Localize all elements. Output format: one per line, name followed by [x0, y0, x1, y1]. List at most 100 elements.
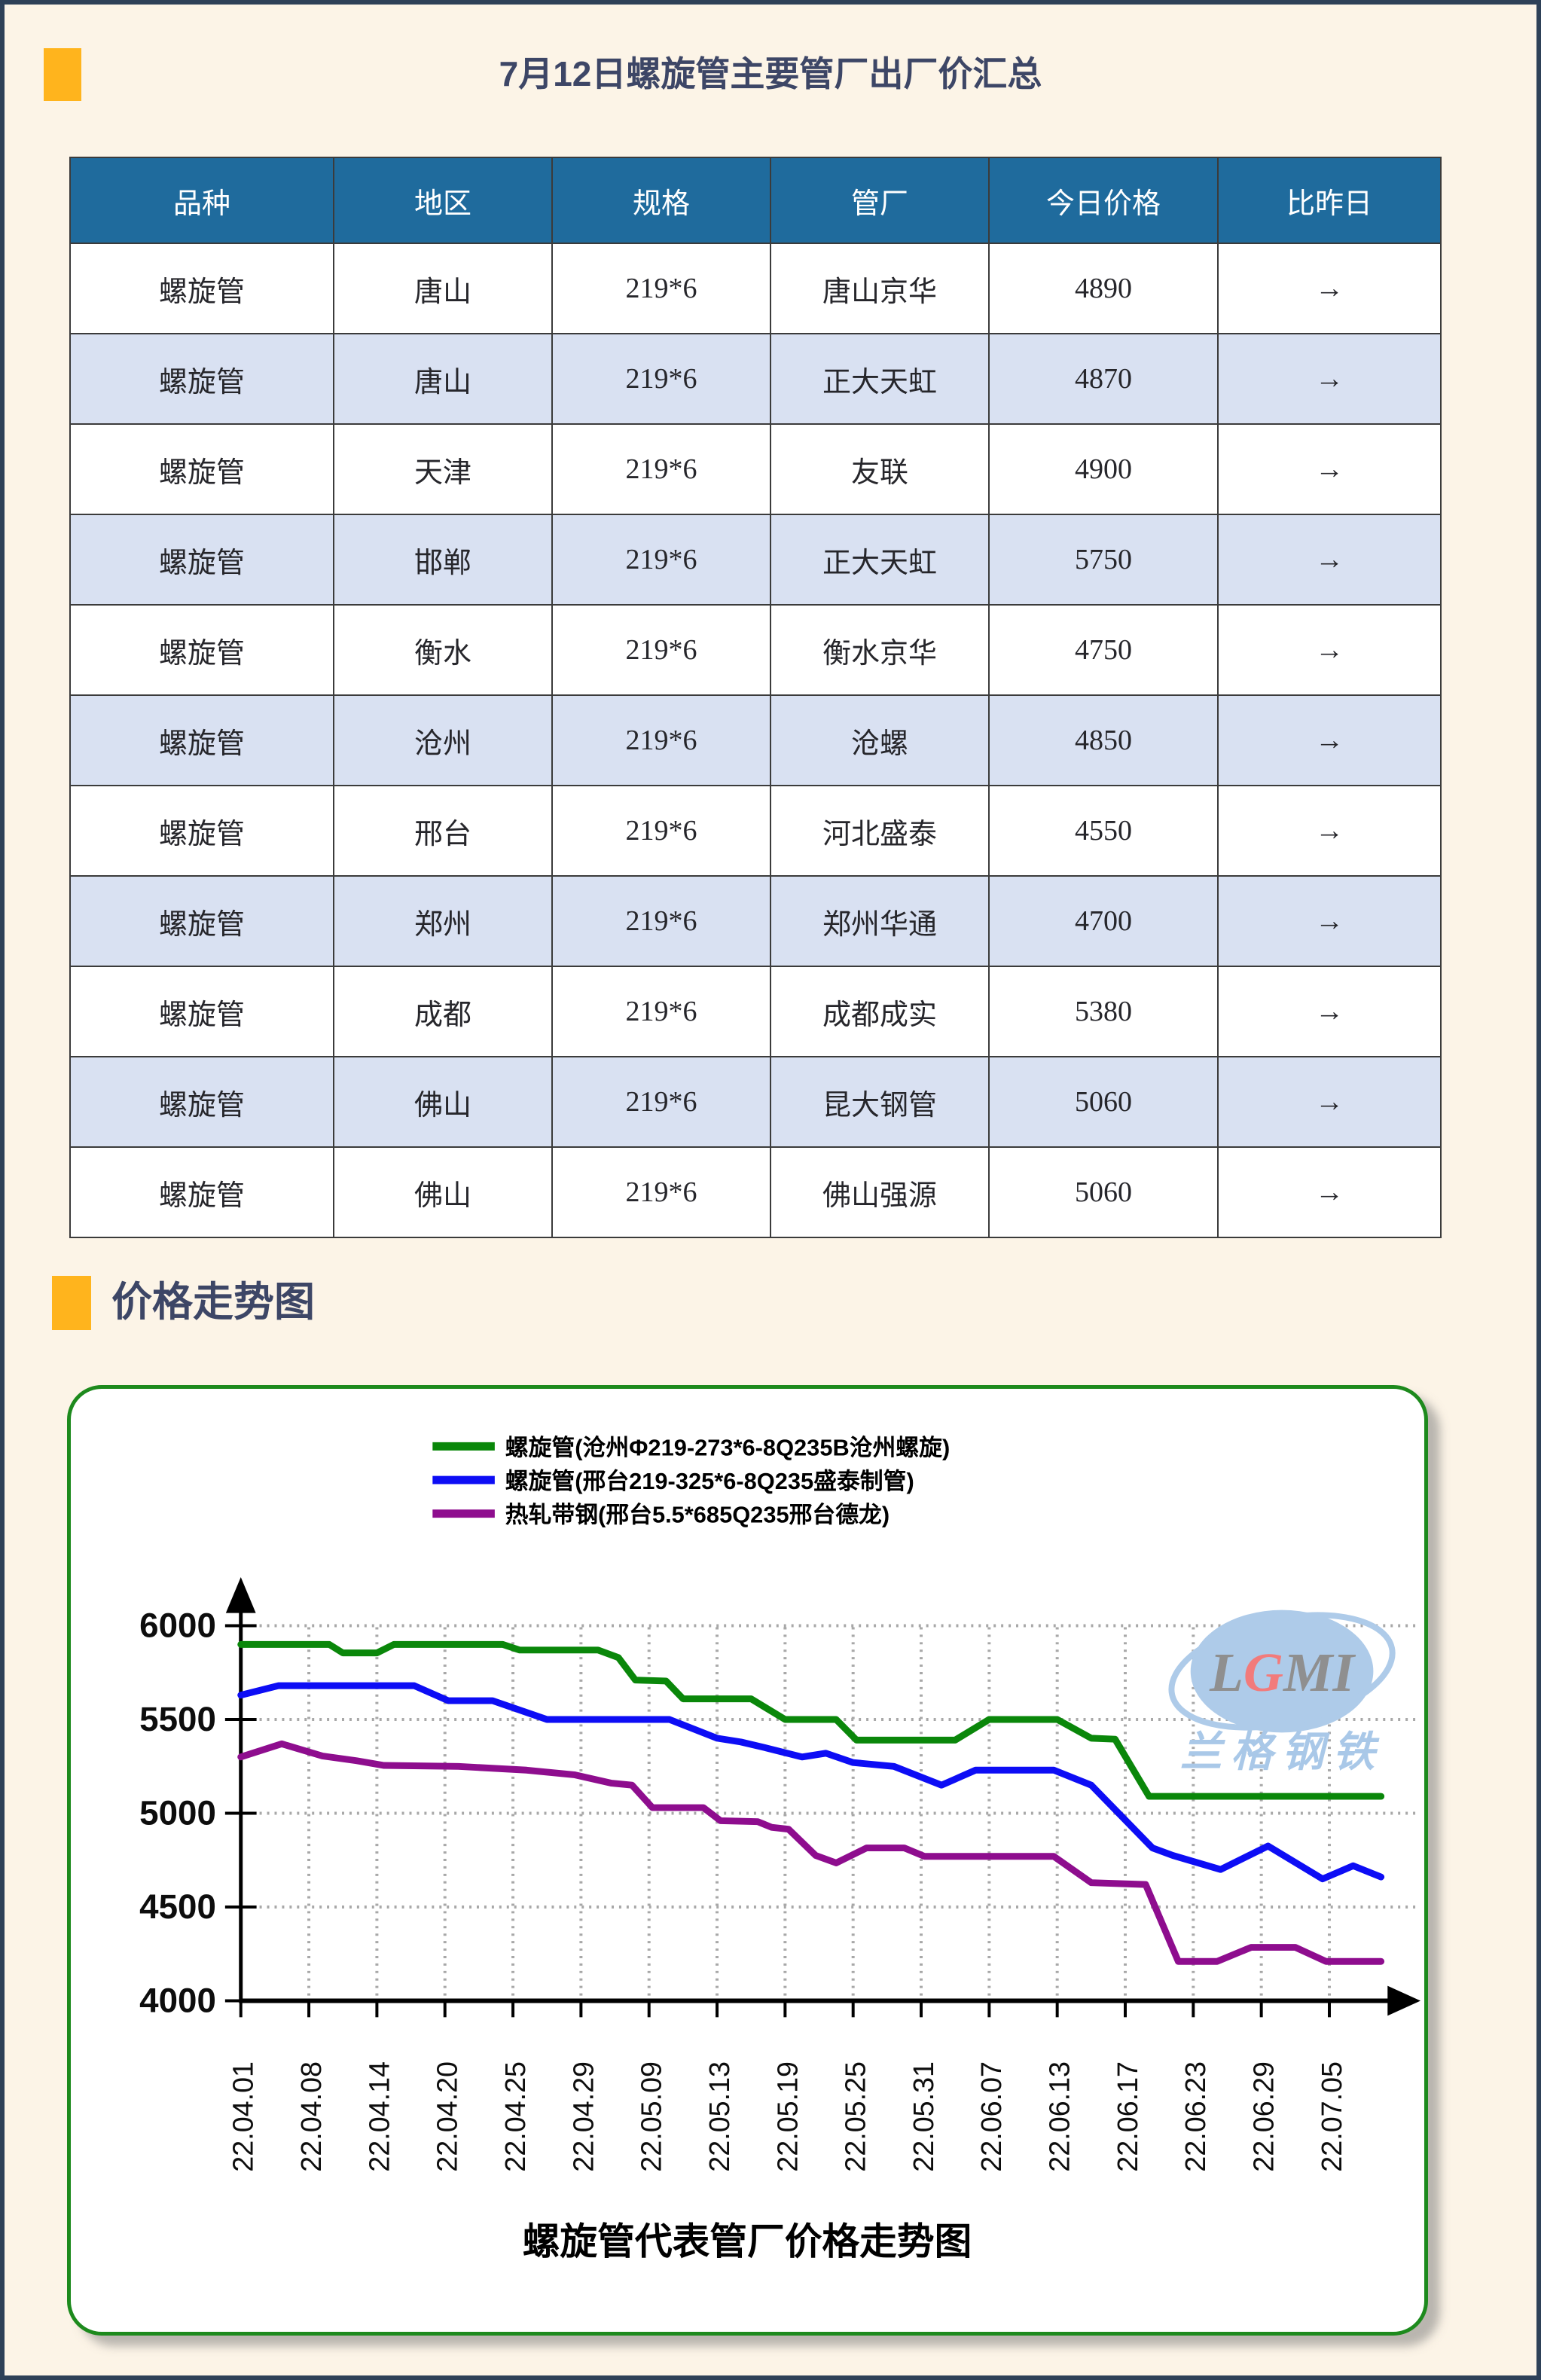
table-cell: 4850 — [988, 694, 1219, 786]
table-cell: 衡水 — [333, 604, 553, 696]
x-axis-label: 22.07.05 — [1316, 2061, 1347, 2172]
section-marker-icon — [52, 1276, 91, 1330]
column-header: 比昨日 — [1217, 157, 1442, 244]
legend-label: 螺旋管(沧州Φ219-273*6-8Q235B沧州螺旋) — [505, 1434, 950, 1460]
change-arrow-icon: → — [1217, 875, 1442, 967]
price-table: 品种 地区 规格 管厂 今日价格 比昨日 螺旋管 唐山 219*6 唐山京华 4890 → 螺旋管 唐山 2… — [69, 157, 1442, 1238]
legend-label: 螺旋管(邢台219-325*6-8Q235盛泰制管) — [505, 1468, 914, 1494]
watermark-logo-text: LGMI — [1209, 1642, 1356, 1703]
table-cell: 5750 — [988, 514, 1219, 606]
table-cell: 4890 — [988, 243, 1219, 334]
change-arrow-icon: → — [1217, 966, 1442, 1057]
table-cell: 成都成实 — [770, 966, 990, 1057]
column-header: 品种 — [69, 157, 334, 244]
x-axis-label: 22.06.17 — [1112, 2061, 1143, 2172]
change-arrow-icon: → — [1217, 1056, 1442, 1148]
table-cell: 219*6 — [551, 1146, 771, 1238]
table-row: 螺旋管 邯郸 219*6 正大天虹 5750 → — [69, 514, 1442, 606]
table-cell: 唐山 — [333, 243, 553, 334]
table-cell: 219*6 — [551, 514, 771, 606]
table-cell: 219*6 — [551, 604, 771, 696]
column-header: 规格 — [551, 157, 771, 244]
x-axis-label: 22.04.08 — [295, 2061, 327, 2172]
table-cell: 唐山京华 — [770, 243, 990, 334]
table-row: 螺旋管 天津 219*6 友联 4900 → — [69, 423, 1442, 515]
table-cell: 4700 — [988, 875, 1219, 967]
lgmi-watermark: LGMI 兰格钢铁 — [1168, 1610, 1396, 1775]
table-header-row: 品种 地区 规格 管厂 今日价格 比昨日 — [69, 157, 1442, 244]
x-axis-arrow-icon — [1387, 1985, 1421, 2016]
change-arrow-icon: → — [1217, 694, 1442, 786]
table-cell: 佛山 — [333, 1146, 553, 1238]
x-axis-label: 22.05.25 — [840, 2061, 871, 2172]
x-axis-label: 22.05.13 — [703, 2061, 735, 2172]
table-row: 螺旋管 唐山 219*6 唐山京华 4890 → — [69, 243, 1442, 334]
table-row: 螺旋管 邢台 219*6 河北盛泰 4550 → — [69, 785, 1442, 877]
table-cell: 沧螺 — [770, 694, 990, 786]
x-axis-label: 22.06.23 — [1179, 2061, 1211, 2172]
table-cell: 4900 — [988, 423, 1219, 515]
change-arrow-icon: → — [1217, 785, 1442, 877]
chart-title: 螺旋管代表管厂价格走势图 — [523, 2220, 972, 2263]
table-cell: 219*6 — [551, 333, 771, 425]
table-row: 螺旋管 郑州 219*6 郑州华通 4700 → — [69, 875, 1442, 967]
column-header: 地区 — [333, 157, 553, 244]
series-line-0 — [237, 1640, 1385, 1800]
table-cell: 5380 — [988, 966, 1219, 1057]
x-axis-label: 22.06.13 — [1044, 2061, 1076, 2172]
table-cell: 219*6 — [551, 875, 771, 967]
table-cell: 河北盛泰 — [770, 785, 990, 877]
table-cell: 邯郸 — [333, 514, 553, 606]
table-cell: 佛山强源 — [770, 1146, 990, 1238]
table-cell: 衡水京华 — [770, 604, 990, 696]
table-cell: 螺旋管 — [69, 514, 334, 606]
page-title: 7月12日螺旋管主要管厂出厂价汇总 — [499, 54, 1042, 93]
table-cell: 螺旋管 — [69, 875, 334, 967]
table-cell: 郑州 — [333, 875, 553, 967]
table-cell: 友联 — [770, 423, 990, 515]
table-cell: 219*6 — [551, 785, 771, 877]
x-axis-label: 22.04.01 — [227, 2061, 259, 2172]
table-cell: 正大天虹 — [770, 333, 990, 425]
y-axis-label: 4000 — [139, 1981, 216, 2019]
table-cell: 螺旋管 — [69, 604, 334, 696]
x-axis-label: 22.06.07 — [975, 2061, 1007, 2172]
table-cell: 昆大钢管 — [770, 1056, 990, 1148]
table-cell: 4870 — [988, 333, 1219, 425]
table-cell: 唐山 — [333, 333, 553, 425]
table-cell: 4750 — [988, 604, 1219, 696]
x-axis-label: 22.04.25 — [499, 2061, 531, 2172]
x-axis-label: 22.04.29 — [567, 2061, 599, 2172]
table-cell: 5060 — [988, 1056, 1219, 1148]
table-cell: 219*6 — [551, 423, 771, 515]
watermark-name-text: 兰格钢铁 — [1180, 1729, 1384, 1775]
table-cell: 天津 — [333, 423, 553, 515]
table-row: 螺旋管 佛山 219*6 昆大钢管 5060 → — [69, 1056, 1442, 1148]
change-arrow-icon: → — [1217, 514, 1442, 606]
change-arrow-icon: → — [1217, 604, 1442, 696]
change-arrow-icon: → — [1217, 333, 1442, 425]
table-row: 螺旋管 沧州 219*6 沧螺 4850 → — [69, 694, 1442, 786]
table-cell: 5060 — [988, 1146, 1219, 1238]
column-header: 管厂 — [770, 157, 990, 244]
y-axis-label: 6000 — [139, 1606, 216, 1644]
chart-card: LGMI 兰格钢铁 6000 5500 5000 4500 4000 22.04.01 22.0… — [67, 1385, 1428, 2336]
y-axis-label: 5000 — [139, 1793, 216, 1832]
table-cell: 4550 — [988, 785, 1219, 877]
change-arrow-icon: → — [1217, 423, 1442, 515]
table-cell: 正大天虹 — [770, 514, 990, 606]
table-cell: 螺旋管 — [69, 333, 334, 425]
y-axis-arrow-icon — [225, 1577, 256, 1613]
table-cell: 219*6 — [551, 966, 771, 1057]
table-cell: 螺旋管 — [69, 785, 334, 877]
table-cell: 螺旋管 — [69, 243, 334, 334]
table-cell: 螺旋管 — [69, 694, 334, 786]
section-marker-icon — [44, 48, 81, 101]
series-line-2 — [237, 1740, 1385, 1965]
change-arrow-icon: → — [1217, 243, 1442, 334]
table-cell: 螺旋管 — [69, 1146, 334, 1238]
x-axis-label: 22.05.09 — [636, 2061, 667, 2172]
table-row: 螺旋管 成都 219*6 成都成实 5380 → — [69, 966, 1442, 1057]
table-row: 螺旋管 唐山 219*6 正大天虹 4870 → — [69, 333, 1442, 425]
